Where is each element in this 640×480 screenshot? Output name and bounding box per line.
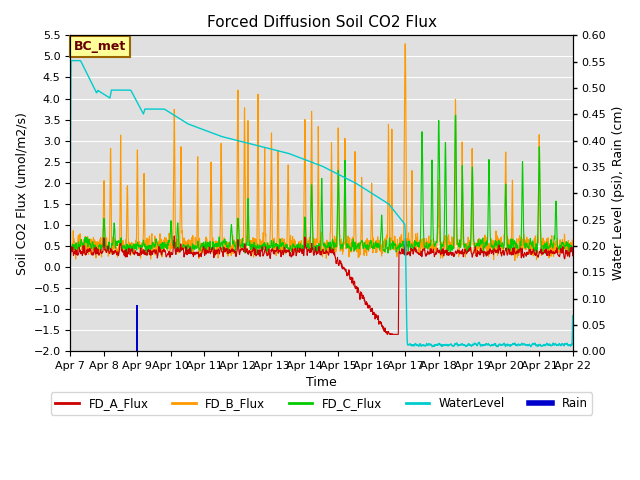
Text: BC_met: BC_met (74, 40, 126, 53)
Y-axis label: Soil CO2 Flux (umol/m2/s): Soil CO2 Flux (umol/m2/s) (15, 112, 28, 275)
Title: Forced Diffusion Soil CO2 Flux: Forced Diffusion Soil CO2 Flux (207, 15, 436, 30)
Legend: FD_A_Flux, FD_B_Flux, FD_C_Flux, WaterLevel, Rain: FD_A_Flux, FD_B_Flux, FD_C_Flux, WaterLe… (51, 392, 593, 415)
Y-axis label: Water Level (psi), Rain (cm): Water Level (psi), Rain (cm) (612, 106, 625, 280)
X-axis label: Time: Time (306, 376, 337, 389)
Bar (136, 305, 138, 351)
